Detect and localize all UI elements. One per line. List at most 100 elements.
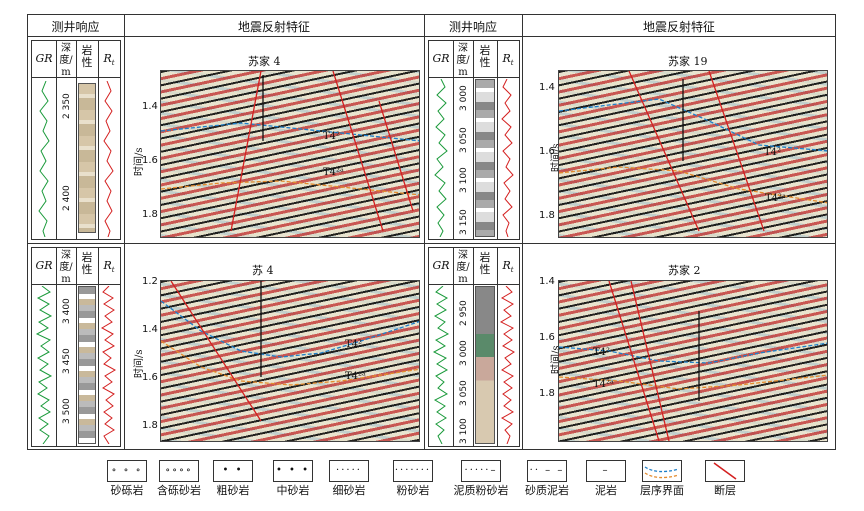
legend-item-fault: 断层 [697,460,753,498]
seismic-section: T4² T4²ᵃ [160,280,420,442]
well-name: 苏家 2 [668,264,701,277]
legend-item-muddy-siltstone: ·····– 泥质粉砂岩 [443,460,519,498]
depth-label: 2 400 [62,185,72,211]
litho-column [475,286,495,444]
legend-swatch: ······· [393,460,433,482]
y-tick: 1.6 [539,332,555,343]
legend-item-sequence-boundary: 层序界面 [629,460,695,498]
y-tick: 1.4 [142,101,158,112]
horizon-label: T4² [323,131,341,142]
legend-swatch: • • [213,460,253,482]
rt-curve [103,81,114,237]
horizon-T4-2a [559,374,827,390]
depth-header: 深度/m [456,250,470,285]
legend-swatch [642,460,682,482]
litho-header: 岩性 [479,251,491,276]
depth-label: 3 400 [62,298,72,324]
rt-header: Rt [103,52,115,68]
gr-header: GR [432,259,450,272]
depth-header: 深度/m [59,250,73,285]
y-tick: 1.2 [142,276,158,287]
horizon-T4-2 [559,342,827,364]
depth-header: 深度/m [59,43,73,78]
legend-item-gravel-sandstone: ∘ ∘ ∘ 砂砾岩 [97,460,157,498]
legend-swatch: ∘ ∘ ∘ [107,460,147,482]
rt-header: Rt [502,52,514,68]
legend-swatch: – [586,460,626,482]
legend-swatch [705,460,745,482]
seismic-section: T4² T4²ᵃ [160,70,420,238]
header-divider [27,36,836,37]
depth-label: 2 350 [62,93,72,119]
y-tick: 1.8 [539,388,555,399]
rt-curve [501,79,514,237]
fault-line [708,71,765,232]
log-panel-3: GR 深度/m 岩性 Rt 3 400 3 450 3 500 [31,247,121,447]
fault-line [630,281,670,441]
fault-line [608,281,660,441]
horizon-T4-2 [161,300,419,358]
seismic-section: T4² T4²ᵃ [558,70,828,238]
legend-swatch: ∘∘∘∘ [159,460,199,482]
horizon-T4-2a [161,340,419,386]
gr-header: GR [35,52,53,65]
y-tick: 1.8 [539,210,555,221]
horizon-label: T4² [345,339,363,350]
gr-curve [432,286,450,444]
well-name: 苏家 19 [668,55,708,68]
horizon-label: T4²ᵃ [323,167,344,178]
fault-line [230,71,262,232]
depth-label: 3 000 [459,340,469,366]
y-tick: 1.4 [142,324,158,335]
depth-label: 3 000 [459,85,469,111]
gr-curve [38,81,50,237]
y-tick: 1.6 [142,372,158,383]
seismic-section: T4² T4²ᵃ [558,280,828,442]
horizon-T4-2a [559,166,827,204]
litho-header: 岩性 [81,251,93,276]
depth-label: 3 100 [459,418,469,444]
legend-item-siltstone: ······· 粉砂岩 [383,460,443,498]
rt-curve [100,286,117,444]
legend-swatch: ····· [329,460,369,482]
depth-label: 3 050 [459,380,469,406]
fault-line [628,71,700,232]
legend-item-mudstone: – 泥岩 [581,460,631,498]
litho-column [78,286,96,444]
gr-header: GR [432,52,450,65]
depth-label: 3 450 [62,348,72,374]
horizon-T4-2 [161,122,419,142]
gr-header: GR [35,259,53,272]
header-seis-right: 地震反射特征 [642,20,715,34]
col-divider-3 [522,14,523,450]
y-tick: 1.8 [142,420,158,431]
horizon-label: T4²ᵃ [593,379,614,390]
fault-line [378,100,414,212]
log-panel-1: GR 深度/m 岩性 Rt 2 350 2 400 [31,40,121,240]
litho-header: 岩性 [81,44,93,69]
well-name: 苏 4 [252,264,274,277]
horizon-label: T4² [593,347,611,358]
fault-line [170,281,262,422]
horizon-T4-2 [559,98,827,152]
legend-item-sandy-mudstone: ·· – – 砂质泥岩 [515,460,579,498]
header-log-left: 测井响应 [51,20,100,34]
header-seis-left: 地震反射特征 [237,20,310,34]
depth-label: 2 950 [459,300,469,326]
horizon-label: T4² [764,147,782,158]
horizon-label: T4²ᵃ [345,371,366,382]
horizon-label: T4²ᵃ [765,193,786,204]
legend-item-medium-sandstone: • • • 中砂岩 [263,460,323,498]
y-tick: 1.6 [539,146,555,157]
legend-swatch: • • • [273,460,313,482]
legend-item-coarse-sandstone: • • 粗砂岩 [203,460,263,498]
figure-frame [27,14,836,450]
depth-label: 3 100 [459,167,469,193]
legend: ∘ ∘ ∘ 砂砾岩 ∘∘∘∘ 含砾砂岩 • • 粗砂岩 • • • 中砂岩 ····· 细… [97,460,757,505]
rt-header: Rt [502,259,514,275]
litho-column [78,83,96,233]
rt-curve [499,286,515,444]
depth-label: 3 050 [459,127,469,153]
legend-item-fine-sandstone: ····· 细砂岩 [319,460,379,498]
col-divider-2 [424,14,425,450]
